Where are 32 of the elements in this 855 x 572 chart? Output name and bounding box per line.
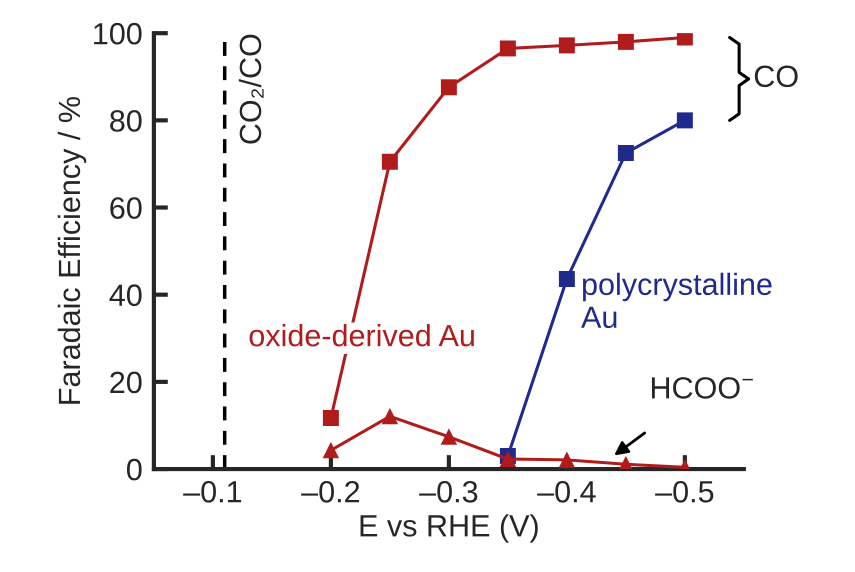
y-tick-label: 100 — [94, 22, 142, 45]
point — [618, 34, 634, 50]
point — [500, 451, 516, 468]
x-tick-label: –0.3 — [419, 480, 478, 503]
point — [440, 428, 457, 445]
point — [382, 154, 398, 170]
annotation: HCOO$^{−}$ — [652, 377, 753, 399]
point — [676, 112, 693, 128]
y-axis-title: Faradaic Efficiency / % — [58, 97, 86, 404]
text: CO — [754, 66, 798, 88]
point — [440, 79, 457, 96]
series-label: polycrystalline Au — [581, 272, 772, 328]
point — [558, 452, 575, 468]
x-tick-label: –0.5 — [655, 480, 714, 503]
y-tick-label: 0 — [126, 458, 142, 480]
point — [618, 145, 634, 162]
y-tick-label: 20 — [110, 372, 142, 394]
series-label: oxide-derived Au — [250, 324, 474, 346]
point — [322, 442, 339, 458]
point — [558, 37, 575, 54]
y-tick-label: 80 — [110, 110, 142, 132]
ref-line-label: CO₂/CO — [238, 34, 264, 144]
point — [500, 40, 516, 56]
x-tick-label: –0.4 — [537, 480, 596, 503]
x-tick-label: –0.1 — [183, 480, 242, 503]
point — [558, 271, 575, 287]
point — [382, 408, 398, 424]
x-axis-title: E vs RHE (V) — [360, 514, 538, 543]
y-tick-label: 60 — [110, 197, 142, 219]
x-tick-label: –0.2 — [301, 480, 360, 503]
y-tick-label: 40 — [110, 284, 142, 306]
point — [322, 410, 339, 426]
